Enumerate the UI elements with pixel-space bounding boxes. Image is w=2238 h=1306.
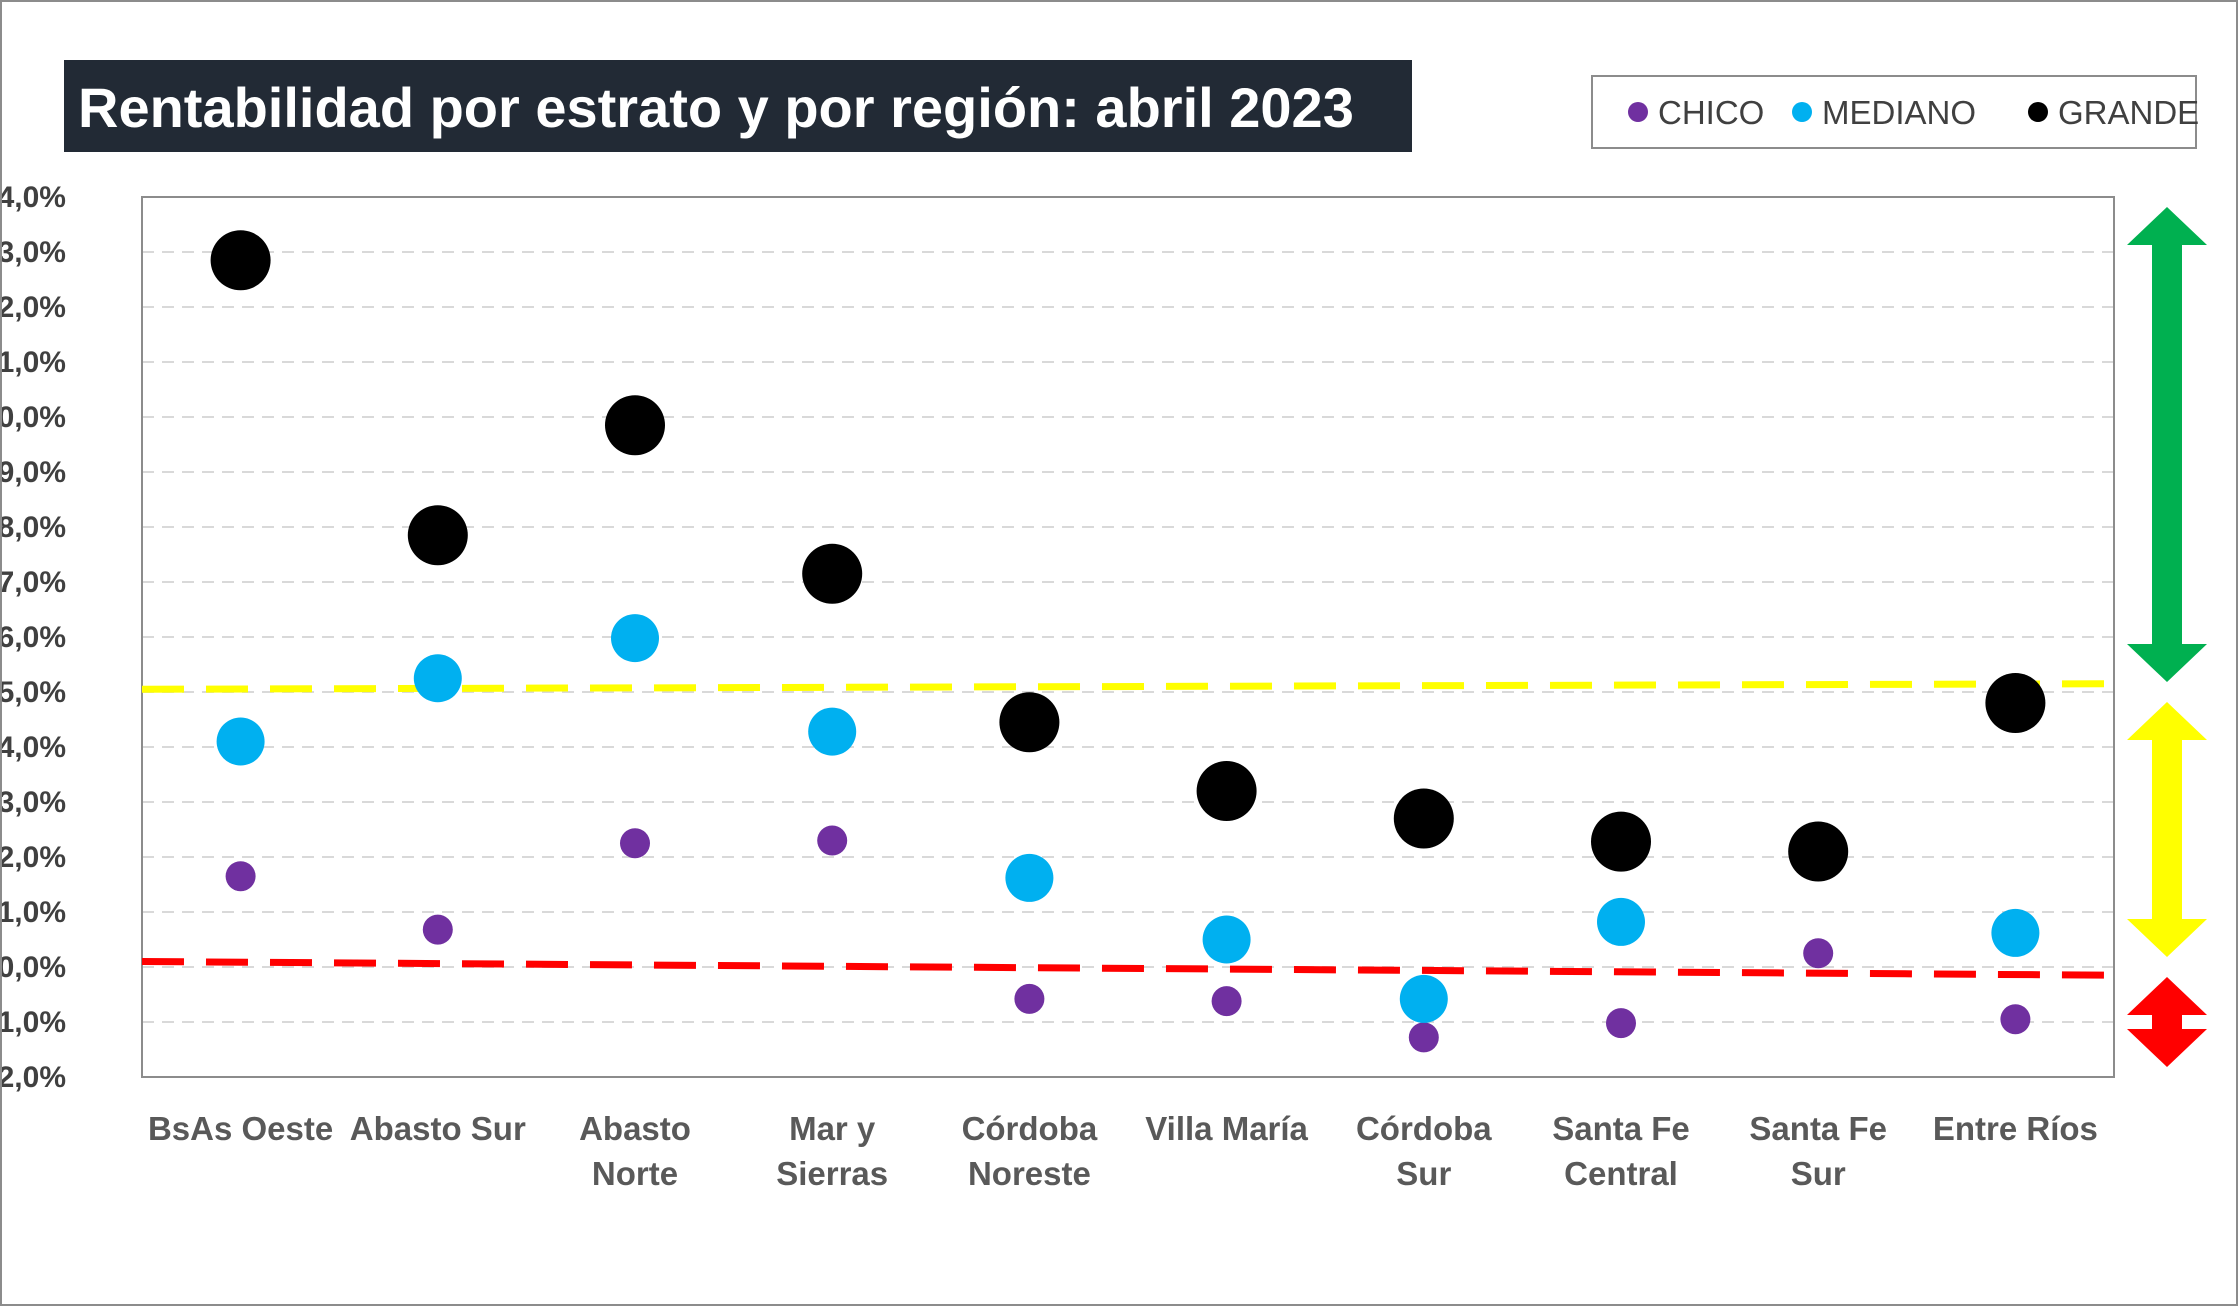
category-label: Abasto Sur	[350, 1110, 526, 1147]
gridlines	[142, 251, 2114, 1023]
data-point-grande	[802, 543, 863, 604]
range-arrow	[2127, 977, 2207, 1067]
reference-line	[141, 680, 2115, 693]
range-arrow	[2127, 702, 2207, 957]
legend: CHICO MEDIANO GRANDE	[1591, 75, 2199, 149]
y-tick-label: 7,0%	[2, 566, 66, 599]
y-tick-label: 2,0%	[2, 841, 66, 874]
data-point-chico	[2000, 1004, 2031, 1035]
category-label: Sierras	[776, 1155, 888, 1192]
reference-line	[141, 958, 2115, 979]
category-label: Entre Ríos	[1933, 1110, 2098, 1147]
y-tick-label: 10,0%	[2, 401, 66, 434]
side-arrows	[2127, 207, 2207, 1067]
category-label: Santa Fe	[1552, 1110, 1690, 1147]
data-point-chico	[1211, 986, 1242, 1017]
legend-box	[1591, 75, 2197, 149]
reference-lines	[141, 680, 2115, 979]
category-label: Abasto	[579, 1110, 691, 1147]
category-label: Santa Fe	[1749, 1110, 1887, 1147]
legend-label-mediano: MEDIANO	[1822, 94, 1976, 131]
y-tick-label: 9,0%	[2, 456, 66, 489]
data-point-grande	[1393, 788, 1454, 849]
data-point-grande	[1788, 821, 1849, 882]
x-axis-categories: BsAs Oeste Abasto Sur Abasto Norte Mar y Sier…	[148, 1110, 2098, 1192]
data-point-mediano	[808, 707, 857, 756]
legend-label-chico: CHICO	[1658, 94, 1764, 131]
y-axis-ticks: 14,0% 13,0% 12,0% 11,0% 10,0% 9,0% 8,0% 7,0% 6,0…	[2, 181, 66, 1094]
y-tick-label: -2,0%	[2, 1061, 66, 1094]
data-point-mediano	[1202, 915, 1251, 964]
y-tick-label: 14,0%	[2, 181, 66, 214]
data-point-mediano	[611, 614, 659, 663]
data-point-chico	[1014, 983, 1045, 1014]
y-tick-label: 0,0%	[2, 951, 66, 984]
category-label: BsAs Oeste	[148, 1110, 333, 1147]
y-tick-label: 12,0%	[2, 291, 66, 324]
data-point-grande	[1985, 673, 2046, 733]
data-point-mediano	[1991, 908, 2040, 957]
category-label: Sur	[1396, 1155, 1451, 1192]
data-point-chico	[817, 825, 848, 856]
y-tick-label: 4,0%	[2, 731, 66, 764]
title-background	[64, 60, 1412, 152]
category-label: Norte	[592, 1155, 678, 1192]
category-label: Mar y	[789, 1110, 876, 1147]
legend-marker-grande	[2028, 102, 2048, 122]
y-tick-label: 13,0%	[2, 236, 66, 269]
category-label: Córdoba	[962, 1110, 1098, 1147]
category-label: Villa María	[1145, 1110, 1308, 1147]
y-tick-label: 1,0%	[2, 896, 66, 929]
data-point-grande	[407, 505, 468, 566]
legend-marker-mediano	[1792, 102, 1812, 122]
data-point-grande	[999, 692, 1060, 753]
range-arrow	[2127, 207, 2207, 682]
category-label: Córdoba	[1356, 1110, 1492, 1147]
data-point-chico	[422, 914, 453, 945]
data-point-mediano	[413, 654, 462, 703]
data-point-mediano	[1005, 853, 1054, 902]
data-point-grande	[605, 395, 665, 456]
data-point-mediano	[1399, 974, 1448, 1023]
data-point-chico	[1408, 1022, 1439, 1053]
data-point-chico	[1606, 1008, 1636, 1039]
y-tick-label: 11,0%	[2, 346, 66, 379]
data-point-chico	[225, 861, 256, 892]
data-point-chico	[1803, 938, 1834, 969]
legend-label-grande: GRANDE	[2058, 94, 2199, 131]
data-point-mediano	[216, 717, 265, 766]
category-label: Central	[1564, 1155, 1678, 1192]
data-point-grande	[1196, 761, 1257, 821]
data-point-chico	[620, 828, 650, 859]
y-tick-label: 8,0%	[2, 511, 66, 544]
y-tick-label: 3,0%	[2, 786, 66, 819]
y-tick-label: 6,0%	[2, 621, 66, 654]
title-text: Rentabilidad por estrato y por región: a…	[78, 76, 1354, 139]
category-label: Sur	[1791, 1155, 1846, 1192]
data-point-mediano	[1597, 897, 1645, 946]
data-point-grande	[210, 230, 271, 291]
legend-marker-chico	[1628, 102, 1648, 122]
data-point-grande	[1591, 811, 1651, 872]
plot-border	[141, 196, 2115, 1078]
y-tick-label: -1,0%	[2, 1006, 66, 1039]
chart-title: Rentabilidad por estrato y por región: a…	[64, 60, 1412, 152]
y-tick-label: 5,0%	[2, 676, 66, 709]
category-label: Noreste	[968, 1155, 1091, 1192]
data-points	[210, 230, 2046, 1053]
